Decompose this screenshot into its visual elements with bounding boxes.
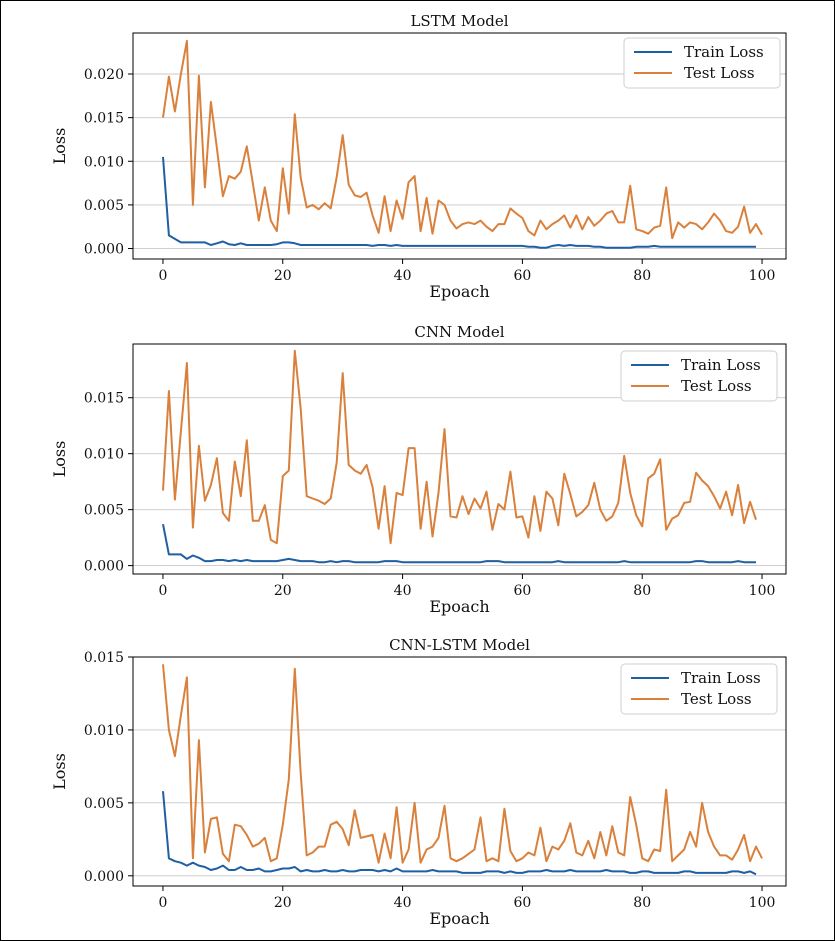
x-tick-label: 20 [274, 268, 292, 284]
series-line-test-loss [162, 664, 763, 864]
legend-box [623, 37, 781, 89]
y-tick-label: 0.000 [84, 869, 124, 885]
y-tick-label: 0.010 [84, 447, 124, 463]
y-tick-label: 0.000 [84, 559, 124, 575]
legend-label: Train Loss [681, 356, 761, 374]
legend-label: Test Loss [681, 377, 752, 395]
plot-frame [132, 32, 787, 260]
y-tick-label: 0.005 [84, 198, 124, 214]
chart-2: 0.000 0.005 0.010 0.015 0 20 40 60 80 100 CNN Mode… [50, 323, 787, 616]
plot-frame [132, 343, 787, 575]
legend-label: Train Loss [684, 43, 764, 61]
x-axis-label: Epoach [429, 909, 489, 928]
x-tick-label: 80 [633, 268, 651, 284]
y-tick-label: 0.015 [84, 111, 124, 127]
series-line-test-loss [162, 349, 757, 545]
chart-1: 0.000 0.005 0.010 0.015 0.020 0 20 40 60 80 100 LST… [50, 12, 787, 301]
chart-title: CNN-LSTM Model [389, 636, 530, 654]
chart-title: CNN Model [414, 323, 504, 341]
y-tick-label: 0.000 [84, 242, 124, 258]
x-tick-label: 60 [513, 268, 531, 284]
x-tick-label: 0 [158, 895, 167, 911]
x-tick-label: 40 [394, 583, 412, 599]
x-tick-label: 40 [394, 895, 412, 911]
x-tick-label: 80 [633, 583, 651, 599]
x-tick-label: 20 [274, 895, 292, 911]
x-tick-label: 100 [749, 895, 776, 911]
y-axis-label: Loss [50, 753, 69, 790]
legend: Train Loss Test Loss [623, 37, 781, 89]
x-tick-label: 40 [394, 268, 412, 284]
legend-box [620, 663, 778, 715]
y-tick-label: 0.015 [84, 391, 124, 407]
legend-label: Test Loss [681, 690, 752, 708]
x-axis-label: Epoach [429, 282, 489, 301]
legend: Train Loss Test Loss [620, 350, 778, 402]
legend-box [620, 350, 778, 402]
x-tick-label: 0 [158, 583, 167, 599]
y-axis-label: Loss [50, 441, 69, 478]
x-axis-label: Epoach [429, 597, 489, 616]
x-tick-label: 100 [749, 268, 776, 284]
chart-title: LSTM Model [410, 12, 508, 30]
series-line-train-loss [162, 524, 756, 564]
legend: Train Loss Test Loss [620, 663, 778, 715]
x-tick-label: 0 [158, 268, 167, 284]
x-tick-label: 80 [633, 895, 651, 911]
legend-label: Train Loss [681, 669, 761, 687]
y-tick-label: 0.020 [84, 67, 124, 83]
y-tick-label: 0.015 [84, 650, 124, 666]
y-axis-label: Loss [50, 128, 69, 165]
series-line-test-loss [162, 39, 763, 240]
series-line-train-loss [162, 156, 756, 249]
x-tick-label: 20 [274, 583, 292, 599]
legend-label: Test Loss [684, 64, 755, 82]
y-tick-label: 0.005 [84, 796, 124, 812]
x-tick-label: 60 [513, 583, 531, 599]
x-tick-label: 100 [749, 583, 776, 599]
y-tick-label: 0.010 [84, 723, 124, 739]
y-tick-label: 0.010 [84, 154, 124, 170]
y-tick-label: 0.005 [84, 503, 124, 519]
plot-frame [132, 656, 787, 887]
series-line-train-loss [162, 791, 757, 876]
chart-3: 0.000 0.005 0.010 0.015 0 20 40 60 80 100 CNN-LSTM… [50, 636, 787, 928]
x-tick-label: 60 [513, 895, 531, 911]
